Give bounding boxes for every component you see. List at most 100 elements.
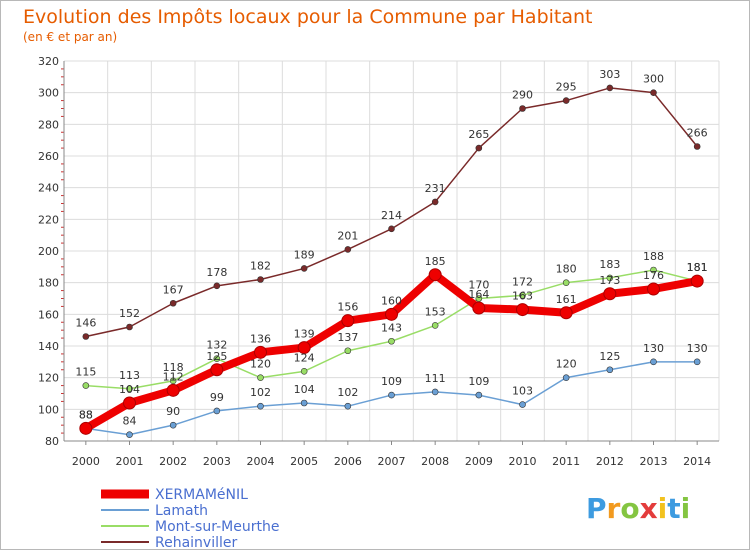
y-tick-label: 100 xyxy=(38,403,59,416)
data-label: 111 xyxy=(425,372,446,385)
data-label: 167 xyxy=(163,283,184,296)
data-point xyxy=(213,282,221,290)
data-label: 183 xyxy=(599,258,620,271)
data-label: 290 xyxy=(512,89,533,102)
data-label: 163 xyxy=(512,290,533,303)
data-point xyxy=(431,388,439,396)
data-label: 176 xyxy=(643,269,664,282)
data-label: 201 xyxy=(337,229,358,242)
data-point xyxy=(169,299,177,307)
data-label: 125 xyxy=(599,350,620,363)
data-label: 120 xyxy=(556,358,577,371)
x-tick-label: 2003 xyxy=(203,455,231,468)
x-tick-label: 2000 xyxy=(72,455,100,468)
data-point xyxy=(650,358,657,366)
y-tick-label: 180 xyxy=(38,277,59,290)
data-labels: 146 152 167 178 182 189 201 214 231 265 290 295 303 3… xyxy=(75,68,707,428)
x-tick-label: 2013 xyxy=(640,455,668,468)
data-label: 266 xyxy=(687,127,708,140)
data-label: 113 xyxy=(119,369,140,382)
data-label: 120 xyxy=(250,358,271,371)
y-tick-label: 280 xyxy=(38,118,59,131)
data-label: 156 xyxy=(337,301,358,314)
data-point xyxy=(693,358,701,366)
data-point xyxy=(254,345,267,359)
y-tick-label: 240 xyxy=(38,182,59,195)
data-label: 118 xyxy=(163,361,184,374)
data-label: 295 xyxy=(556,81,577,94)
y-tick-label: 140 xyxy=(38,340,59,353)
data-label: 104 xyxy=(119,383,140,396)
axes: 80 100 120 140 160 180 200 220 240 260 280 300 320 20… xyxy=(38,55,719,468)
data-label: 188 xyxy=(643,250,664,263)
data-point xyxy=(606,274,614,282)
data-point xyxy=(297,341,311,355)
data-label: 173 xyxy=(599,274,620,287)
data-label: 303 xyxy=(599,68,620,81)
y-tick-label: 200 xyxy=(38,245,59,258)
y-tick-label: 120 xyxy=(38,372,59,385)
data-point xyxy=(213,355,221,362)
x-tick-label: 2008 xyxy=(421,455,449,468)
data-point xyxy=(388,337,395,345)
data-point xyxy=(341,314,355,328)
x-tick-label: 2010 xyxy=(509,455,537,468)
data-point xyxy=(650,266,657,274)
data-label: 137 xyxy=(337,331,358,344)
data-point xyxy=(388,391,395,399)
x-tick-label: 2011 xyxy=(552,455,580,468)
data-label: 109 xyxy=(468,375,489,388)
data-label: 181 xyxy=(687,261,708,274)
data-point xyxy=(300,265,308,272)
x-tick-label: 2014 xyxy=(683,455,711,468)
data-point xyxy=(385,307,398,321)
data-point xyxy=(257,276,264,283)
legend-label: Lamath xyxy=(155,503,208,519)
data-point xyxy=(213,407,221,415)
data-point xyxy=(519,401,526,408)
x-tick-label: 2007 xyxy=(378,455,406,468)
data-point xyxy=(344,246,352,253)
data-label: 139 xyxy=(294,328,315,341)
data-point xyxy=(559,306,573,320)
data-point xyxy=(562,279,570,286)
data-label: 300 xyxy=(643,73,664,86)
logo-letter: i xyxy=(658,492,668,525)
chart-subtitle: (en € et par an) xyxy=(23,30,117,44)
data-point xyxy=(647,282,660,296)
data-label: 170 xyxy=(468,279,489,292)
data-label: 109 xyxy=(381,375,402,388)
data-label: 84 xyxy=(123,415,137,428)
data-point xyxy=(344,402,352,410)
x-tick-label: 2005 xyxy=(290,455,318,468)
logo-letter: x xyxy=(640,492,658,525)
data-point xyxy=(428,268,442,282)
data-point xyxy=(650,89,657,96)
data-point xyxy=(519,105,526,112)
data-label: 88 xyxy=(79,408,93,421)
data-label: 231 xyxy=(425,182,446,195)
data-label: 178 xyxy=(206,266,227,279)
y-tick-label: 160 xyxy=(38,308,59,321)
data-point xyxy=(603,287,617,301)
data-label: 112 xyxy=(163,370,184,383)
data-point xyxy=(431,198,439,206)
y-tick-label: 220 xyxy=(38,213,59,226)
data-point xyxy=(82,382,90,389)
data-label: 136 xyxy=(250,332,271,345)
data-point xyxy=(79,421,93,435)
data-point xyxy=(344,347,352,355)
x-tick-label: 2006 xyxy=(334,455,362,468)
data-label: 132 xyxy=(206,339,227,352)
data-point xyxy=(123,396,136,410)
data-label: 265 xyxy=(468,128,489,141)
data-point xyxy=(516,303,529,317)
data-point xyxy=(519,292,526,299)
data-label: 130 xyxy=(643,342,664,355)
y-tick-label: 260 xyxy=(38,150,59,163)
data-label: 214 xyxy=(381,209,402,222)
data-point xyxy=(126,431,133,438)
data-label: 152 xyxy=(119,307,140,320)
data-label: 99 xyxy=(210,391,224,404)
data-point xyxy=(562,374,570,381)
